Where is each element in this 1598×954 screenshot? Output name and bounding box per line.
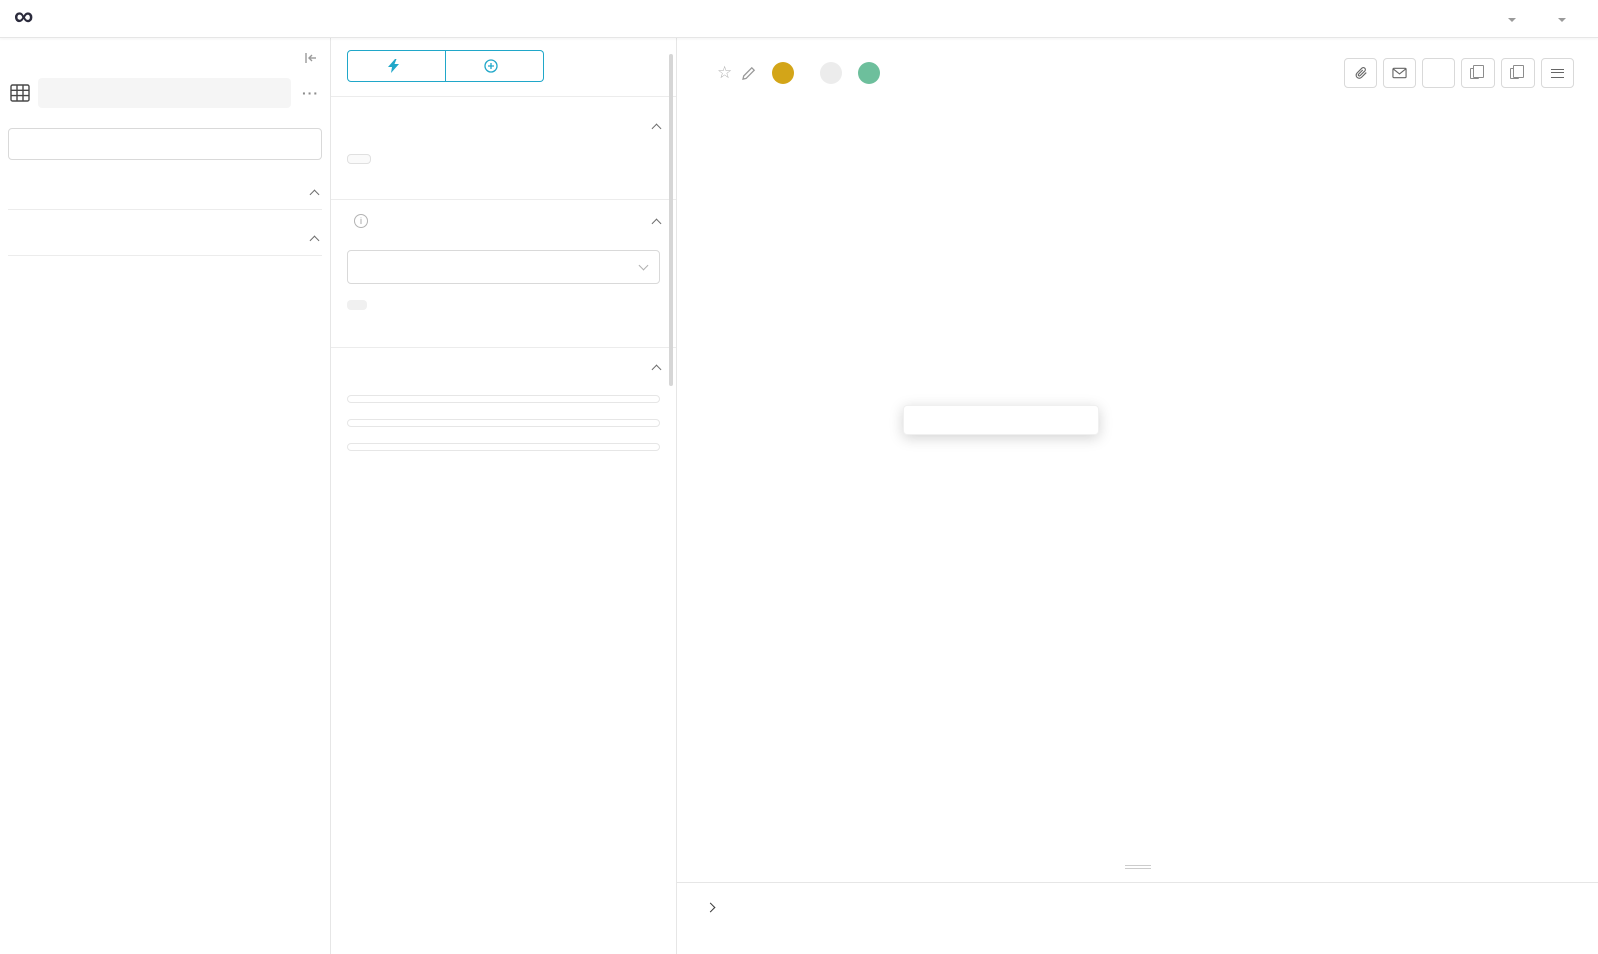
run-button[interactable] bbox=[347, 50, 446, 82]
time-column-select[interactable] bbox=[347, 250, 660, 284]
dataset-row bbox=[10, 78, 322, 108]
settings-menu[interactable] bbox=[1538, 16, 1580, 22]
caret-down-icon bbox=[1508, 17, 1516, 22]
new-button[interactable] bbox=[1495, 16, 1524, 22]
group-by-box bbox=[347, 395, 660, 403]
permalink-button[interactable] bbox=[1344, 58, 1377, 88]
search-input[interactable] bbox=[8, 128, 322, 160]
viz-type-pill[interactable] bbox=[347, 154, 371, 164]
more-options-icon[interactable] bbox=[299, 85, 322, 101]
control-panel bbox=[331, 38, 677, 954]
query-section-header[interactable] bbox=[347, 354, 662, 379]
chart-type-section-header[interactable] bbox=[347, 113, 662, 138]
brand[interactable] bbox=[14, 8, 40, 30]
chevron-up-icon bbox=[651, 123, 662, 134]
copy-icon bbox=[1510, 64, 1524, 79]
columns-section-header[interactable] bbox=[8, 226, 322, 256]
export-json-button[interactable] bbox=[1461, 58, 1495, 88]
info-icon bbox=[354, 214, 368, 228]
control-panel-tabs bbox=[331, 96, 676, 97]
chart-header bbox=[677, 38, 1598, 88]
copy-icon bbox=[1470, 64, 1484, 79]
hamburger-icon bbox=[1551, 68, 1564, 78]
export-csv-button[interactable] bbox=[1501, 58, 1535, 88]
data-panel-toggle[interactable] bbox=[677, 882, 1598, 954]
row-count-badge bbox=[820, 62, 843, 84]
resize-handle[interactable] bbox=[1122, 862, 1154, 872]
query-timer-badge bbox=[858, 62, 881, 84]
time-section-header[interactable] bbox=[347, 206, 662, 234]
caret-down-icon bbox=[1558, 17, 1566, 22]
metrics-section-header[interactable] bbox=[8, 180, 322, 210]
chevron-up-icon bbox=[651, 364, 662, 375]
plus-circle-icon bbox=[484, 59, 498, 73]
control-panel-scrollbar[interactable] bbox=[669, 54, 673, 386]
chevron-up-icon bbox=[651, 218, 662, 228]
run-save-button-group bbox=[347, 50, 660, 82]
lightning-icon bbox=[387, 59, 399, 73]
chart-panel bbox=[677, 38, 1598, 954]
chart-tooltip bbox=[903, 405, 1099, 435]
paperclip-icon bbox=[1355, 67, 1367, 79]
edit-icon[interactable] bbox=[741, 66, 756, 81]
control-panel-body bbox=[331, 97, 676, 451]
table-grid-icon bbox=[10, 84, 30, 102]
filters-box bbox=[347, 443, 660, 451]
chevron-right-icon bbox=[705, 902, 716, 913]
dataset-panel bbox=[0, 38, 331, 954]
chart-actions bbox=[1344, 58, 1574, 88]
navbar-right bbox=[1495, 16, 1580, 22]
radar-chart[interactable] bbox=[677, 138, 1596, 886]
dataset-name[interactable] bbox=[38, 78, 291, 108]
navbar bbox=[0, 0, 1598, 38]
save-button[interactable] bbox=[446, 50, 544, 82]
main-body bbox=[0, 38, 1598, 954]
chevron-up-icon bbox=[309, 189, 320, 200]
envelope-icon bbox=[1392, 67, 1407, 79]
menu-button[interactable] bbox=[1541, 58, 1574, 88]
favorite-star-icon[interactable] bbox=[717, 63, 732, 83]
superset-logo bbox=[14, 3, 33, 30]
chevron-up-icon bbox=[309, 235, 320, 246]
metrics-box bbox=[347, 419, 660, 427]
time-range-pill[interactable] bbox=[347, 300, 367, 310]
altered-badge[interactable] bbox=[772, 62, 795, 84]
embed-code-button[interactable] bbox=[1422, 58, 1455, 88]
dataset-panel-header bbox=[8, 52, 322, 64]
chevron-down-icon bbox=[638, 260, 649, 271]
collapse-panel-icon[interactable] bbox=[304, 52, 318, 64]
email-button[interactable] bbox=[1383, 58, 1416, 88]
